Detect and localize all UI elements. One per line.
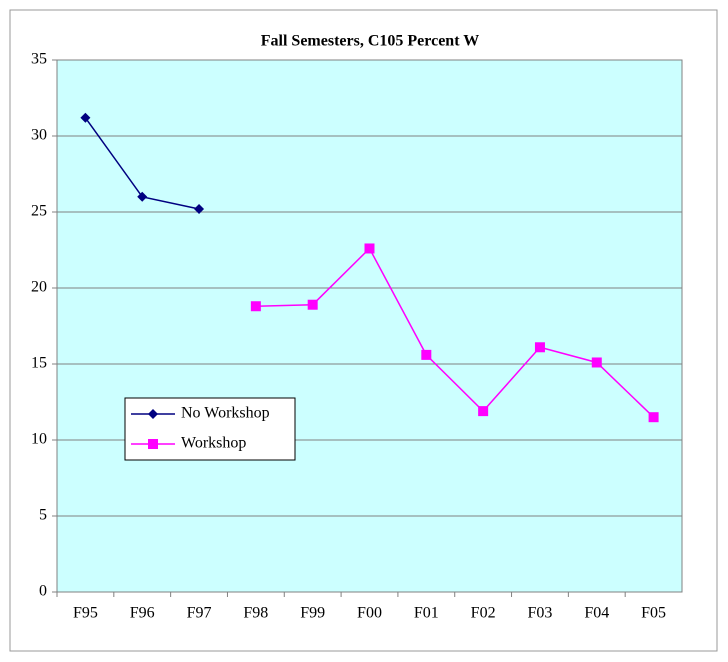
x-tick-label: F00	[357, 605, 382, 622]
plot-area	[56, 59, 683, 593]
y-tick-label: 30	[31, 127, 47, 144]
x-tick-label: F95	[73, 605, 98, 622]
data-point	[307, 299, 318, 310]
data-point	[80, 112, 91, 123]
data-point	[478, 406, 489, 417]
y-tick-label: 20	[31, 279, 47, 296]
x-tick-label: F98	[243, 605, 268, 622]
x-tick-label: F96	[130, 605, 155, 622]
legend-label: Workshop	[181, 435, 246, 452]
legend-label: No Workshop	[181, 405, 270, 422]
legend-marker	[148, 439, 158, 449]
y-tick-label: 10	[31, 431, 47, 448]
data-point	[421, 349, 432, 360]
x-tick-label: F05	[641, 605, 666, 622]
y-tick-label: 5	[39, 507, 47, 524]
x-tick-label: F99	[300, 605, 325, 622]
x-tick-label: F04	[584, 605, 609, 622]
x-tick-label: F97	[187, 605, 212, 622]
data-point	[137, 191, 148, 202]
data-point	[194, 203, 205, 214]
data-point	[364, 243, 375, 254]
legend-marker	[148, 409, 158, 419]
y-tick-label: 0	[39, 583, 47, 600]
data-point	[534, 342, 545, 353]
x-tick-label: F01	[414, 605, 439, 622]
y-tick-label: 35	[31, 51, 47, 68]
x-tick-label: F02	[471, 605, 496, 622]
y-tick-label: 15	[31, 355, 47, 372]
chart-title: Fall Semesters, C105 Percent W	[261, 33, 479, 50]
data-point	[591, 357, 602, 368]
data-point	[648, 412, 659, 423]
series-line	[255, 247, 655, 418]
legend-box	[124, 397, 296, 461]
x-tick-label: F03	[528, 605, 553, 622]
data-point	[250, 301, 261, 312]
y-tick-label: 25	[31, 203, 47, 220]
